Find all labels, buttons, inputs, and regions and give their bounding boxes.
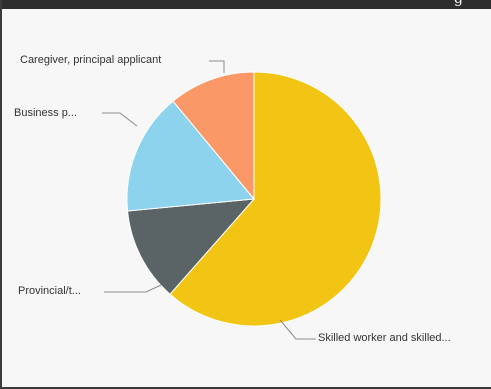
slice-leader-line-1: [279, 319, 316, 340]
chart-panel: Skilled worker and skilled... Provincial/…: [4, 9, 491, 387]
pie-slice-2[interactable]: [127, 198, 256, 295]
slice-label-4: Caregiver, principal applicant: [20, 54, 161, 66]
slice-leader-line-4: [209, 60, 225, 73]
pie-chart: Skilled worker and skilled... Provincial/…: [14, 54, 451, 344]
window-title-fragment: g: [454, 0, 463, 7]
pie-slice-4[interactable]: [172, 71, 255, 201]
pie-slice-1[interactable]: [169, 71, 382, 327]
slice-leader-line-3: [102, 112, 138, 127]
slice-label-3: Business p...: [14, 107, 77, 119]
slice-leader-line-2: [104, 284, 162, 293]
slice-label-1: Skilled worker and skilled...: [318, 332, 451, 344]
slice-label-2: Provincial/t...: [18, 285, 81, 297]
pie-slice-3[interactable]: [126, 100, 255, 212]
window-top-strip: g: [2, 0, 491, 9]
